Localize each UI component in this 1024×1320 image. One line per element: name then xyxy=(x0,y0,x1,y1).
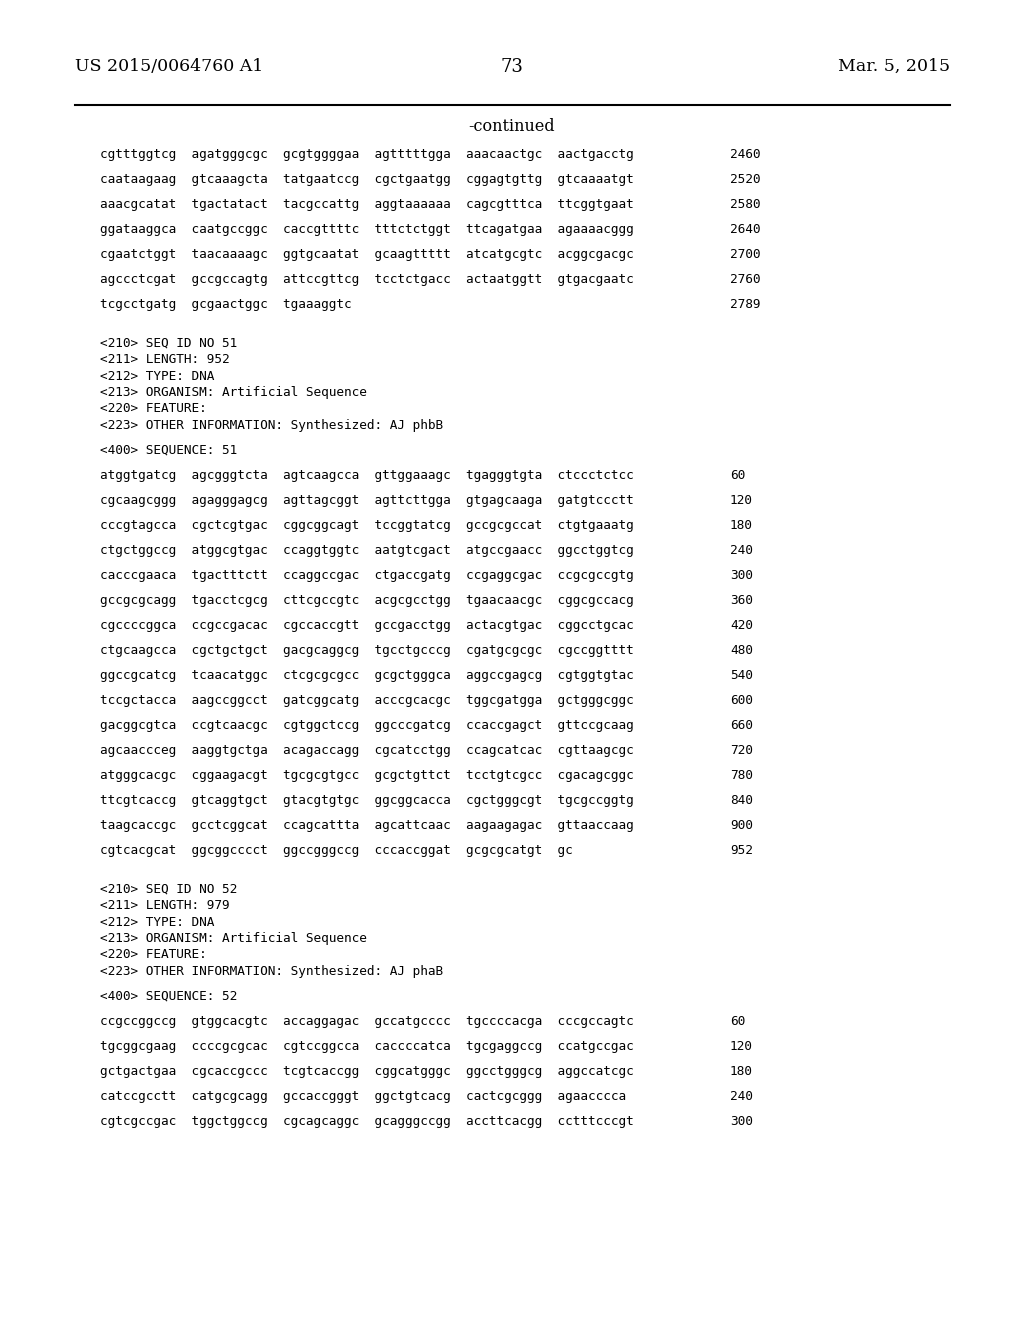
Text: <212> TYPE: DNA: <212> TYPE: DNA xyxy=(100,370,214,383)
Text: agcaaccceg  aaggtgctga  acagaccagg  cgcatcctgg  ccagcatcac  cgttaagcgc: agcaaccceg aaggtgctga acagaccagg cgcatcc… xyxy=(100,744,634,756)
Text: gacggcgtca  ccgtcaacgc  cgtggctccg  ggcccgatcg  ccaccgagct  gttccgcaag: gacggcgtca ccgtcaacgc cgtggctccg ggcccga… xyxy=(100,719,634,733)
Text: 300: 300 xyxy=(730,1115,753,1129)
Text: <211> LENGTH: 979: <211> LENGTH: 979 xyxy=(100,899,229,912)
Text: 952: 952 xyxy=(730,843,753,857)
Text: 780: 780 xyxy=(730,770,753,781)
Text: agccctcgat  gccgccagtg  attccgttcg  tcctctgacc  actaatggtt  gtgacgaatc: agccctcgat gccgccagtg attccgttcg tcctctg… xyxy=(100,273,634,286)
Text: caataagaag  gtcaaagcta  tatgaatccg  cgctgaatgg  cggagtgttg  gtcaaaatgt: caataagaag gtcaaagcta tatgaatccg cgctgaa… xyxy=(100,173,634,186)
Text: <211> LENGTH: 952: <211> LENGTH: 952 xyxy=(100,352,229,366)
Text: 300: 300 xyxy=(730,569,753,582)
Text: <212> TYPE: DNA: <212> TYPE: DNA xyxy=(100,916,214,928)
Text: cacccgaaca  tgactttctt  ccaggccgac  ctgaccgatg  ccgaggcgac  ccgcgccgtg: cacccgaaca tgactttctt ccaggccgac ctgaccg… xyxy=(100,569,634,582)
Text: -continued: -continued xyxy=(469,117,555,135)
Text: 240: 240 xyxy=(730,1090,753,1104)
Text: 540: 540 xyxy=(730,669,753,682)
Text: 120: 120 xyxy=(730,1040,753,1053)
Text: <400> SEQUENCE: 51: <400> SEQUENCE: 51 xyxy=(100,444,238,457)
Text: 73: 73 xyxy=(501,58,523,77)
Text: 360: 360 xyxy=(730,594,753,607)
Text: ctgcaagcca  cgctgctgct  gacgcaggcg  tgcctgcccg  cgatgcgcgc  cgccggtttt: ctgcaagcca cgctgctgct gacgcaggcg tgcctgc… xyxy=(100,644,634,657)
Text: 240: 240 xyxy=(730,544,753,557)
Text: <213> ORGANISM: Artificial Sequence: <213> ORGANISM: Artificial Sequence xyxy=(100,932,367,945)
Text: 600: 600 xyxy=(730,694,753,708)
Text: 2700: 2700 xyxy=(730,248,761,261)
Text: gccgcgcagg  tgacctcgcg  cttcgccgtc  acgcgcctgg  tgaacaacgc  cggcgccacg: gccgcgcagg tgacctcgcg cttcgccgtc acgcgcc… xyxy=(100,594,634,607)
Text: 840: 840 xyxy=(730,795,753,807)
Text: Mar. 5, 2015: Mar. 5, 2015 xyxy=(838,58,950,75)
Text: 60: 60 xyxy=(730,469,745,482)
Text: 480: 480 xyxy=(730,644,753,657)
Text: <210> SEQ ID NO 51: <210> SEQ ID NO 51 xyxy=(100,337,238,350)
Text: tccgctacca  aagccggcct  gatcggcatg  acccgcacgc  tggcgatgga  gctgggcggc: tccgctacca aagccggcct gatcggcatg acccgca… xyxy=(100,694,634,708)
Text: <400> SEQUENCE: 52: <400> SEQUENCE: 52 xyxy=(100,990,238,1003)
Text: US 2015/0064760 A1: US 2015/0064760 A1 xyxy=(75,58,263,75)
Text: cgtttggtcg  agatgggcgc  gcgtggggaa  agtttttgga  aaacaactgc  aactgacctg: cgtttggtcg agatgggcgc gcgtggggaa agttttt… xyxy=(100,148,634,161)
Text: tgcggcgaag  ccccgcgcac  cgtccggcca  caccccatca  tgcgaggccg  ccatgccgac: tgcggcgaag ccccgcgcac cgtccggcca cacccca… xyxy=(100,1040,634,1053)
Text: 120: 120 xyxy=(730,494,753,507)
Text: cgccccggca  ccgccgacac  cgccaccgtt  gccgacctgg  actacgtgac  cggcctgcac: cgccccggca ccgccgacac cgccaccgtt gccgacc… xyxy=(100,619,634,632)
Text: 2789: 2789 xyxy=(730,298,761,312)
Text: 660: 660 xyxy=(730,719,753,733)
Text: <220> FEATURE:: <220> FEATURE: xyxy=(100,403,207,416)
Text: <213> ORGANISM: Artificial Sequence: <213> ORGANISM: Artificial Sequence xyxy=(100,385,367,399)
Text: ggccgcatcg  tcaacatggc  ctcgcgcgcc  gcgctgggca  aggccgagcg  cgtggtgtac: ggccgcatcg tcaacatggc ctcgcgcgcc gcgctgg… xyxy=(100,669,634,682)
Text: gctgactgaa  cgcaccgccc  tcgtcaccgg  cggcatgggc  ggcctgggcg  aggccatcgc: gctgactgaa cgcaccgccc tcgtcaccgg cggcatg… xyxy=(100,1065,634,1078)
Text: tcgcctgatg  gcgaactggc  tgaaaggtc: tcgcctgatg gcgaactggc tgaaaggtc xyxy=(100,298,351,312)
Text: 2760: 2760 xyxy=(730,273,761,286)
Text: 2580: 2580 xyxy=(730,198,761,211)
Text: 2520: 2520 xyxy=(730,173,761,186)
Text: cgtcgccgac  tggctggccg  cgcagcaggc  gcagggccgg  accttcacgg  cctttcccgt: cgtcgccgac tggctggccg cgcagcaggc gcagggc… xyxy=(100,1115,634,1129)
Text: <210> SEQ ID NO 52: <210> SEQ ID NO 52 xyxy=(100,883,238,895)
Text: 900: 900 xyxy=(730,818,753,832)
Text: ctgctggccg  atggcgtgac  ccaggtggtc  aatgtcgact  atgccgaacc  ggcctggtcg: ctgctggccg atggcgtgac ccaggtggtc aatgtcg… xyxy=(100,544,634,557)
Text: 2640: 2640 xyxy=(730,223,761,236)
Text: aaacgcatat  tgactatact  tacgccattg  aggtaaaaaa  cagcgtttca  ttcggtgaat: aaacgcatat tgactatact tacgccattg aggtaaa… xyxy=(100,198,634,211)
Text: atgggcacgc  cggaagacgt  tgcgcgtgcc  gcgctgttct  tcctgtcgcc  cgacagcggc: atgggcacgc cggaagacgt tgcgcgtgcc gcgctgt… xyxy=(100,770,634,781)
Text: atggtgatcg  agcgggtcta  agtcaagcca  gttggaaagc  tgagggtgta  ctccctctcc: atggtgatcg agcgggtcta agtcaagcca gttggaa… xyxy=(100,469,634,482)
Text: 720: 720 xyxy=(730,744,753,756)
Text: 180: 180 xyxy=(730,519,753,532)
Text: <223> OTHER INFORMATION: Synthesized: AJ phaB: <223> OTHER INFORMATION: Synthesized: AJ… xyxy=(100,965,443,978)
Text: catccgcctt  catgcgcagg  gccaccgggt  ggctgtcacg  cactcgcggg  agaacccca: catccgcctt catgcgcagg gccaccgggt ggctgtc… xyxy=(100,1090,626,1104)
Text: 420: 420 xyxy=(730,619,753,632)
Text: cgaatctggt  taacaaaagc  ggtgcaatat  gcaagttttt  atcatgcgtc  acggcgacgc: cgaatctggt taacaaaagc ggtgcaatat gcaagtt… xyxy=(100,248,634,261)
Text: cgtcacgcat  ggcggcccct  ggccgggccg  cccaccggat  gcgcgcatgt  gc: cgtcacgcat ggcggcccct ggccgggccg cccaccg… xyxy=(100,843,572,857)
Text: <223> OTHER INFORMATION: Synthesized: AJ phbB: <223> OTHER INFORMATION: Synthesized: AJ… xyxy=(100,418,443,432)
Text: 180: 180 xyxy=(730,1065,753,1078)
Text: <220> FEATURE:: <220> FEATURE: xyxy=(100,949,207,961)
Text: 2460: 2460 xyxy=(730,148,761,161)
Text: ttcgtcaccg  gtcaggtgct  gtacgtgtgc  ggcggcacca  cgctgggcgt  tgcgccggtg: ttcgtcaccg gtcaggtgct gtacgtgtgc ggcggca… xyxy=(100,795,634,807)
Text: cccgtagcca  cgctcgtgac  cggcggcagt  tccggtatcg  gccgcgccat  ctgtgaaatg: cccgtagcca cgctcgtgac cggcggcagt tccggta… xyxy=(100,519,634,532)
Text: taagcaccgc  gcctcggcat  ccagcattta  agcattcaac  aagaagagac  gttaaccaag: taagcaccgc gcctcggcat ccagcattta agcattc… xyxy=(100,818,634,832)
Text: ccgccggccg  gtggcacgtc  accaggagac  gccatgcccc  tgccccacga  cccgccagtc: ccgccggccg gtggcacgtc accaggagac gccatgc… xyxy=(100,1015,634,1028)
Text: cgcaagcggg  agagggagcg  agttagcggt  agttcttgga  gtgagcaaga  gatgtccctt: cgcaagcggg agagggagcg agttagcggt agttctt… xyxy=(100,494,634,507)
Text: 60: 60 xyxy=(730,1015,745,1028)
Text: ggataaggca  caatgccggc  caccgttttc  tttctctggt  ttcagatgaa  agaaaacggg: ggataaggca caatgccggc caccgttttc tttctct… xyxy=(100,223,634,236)
